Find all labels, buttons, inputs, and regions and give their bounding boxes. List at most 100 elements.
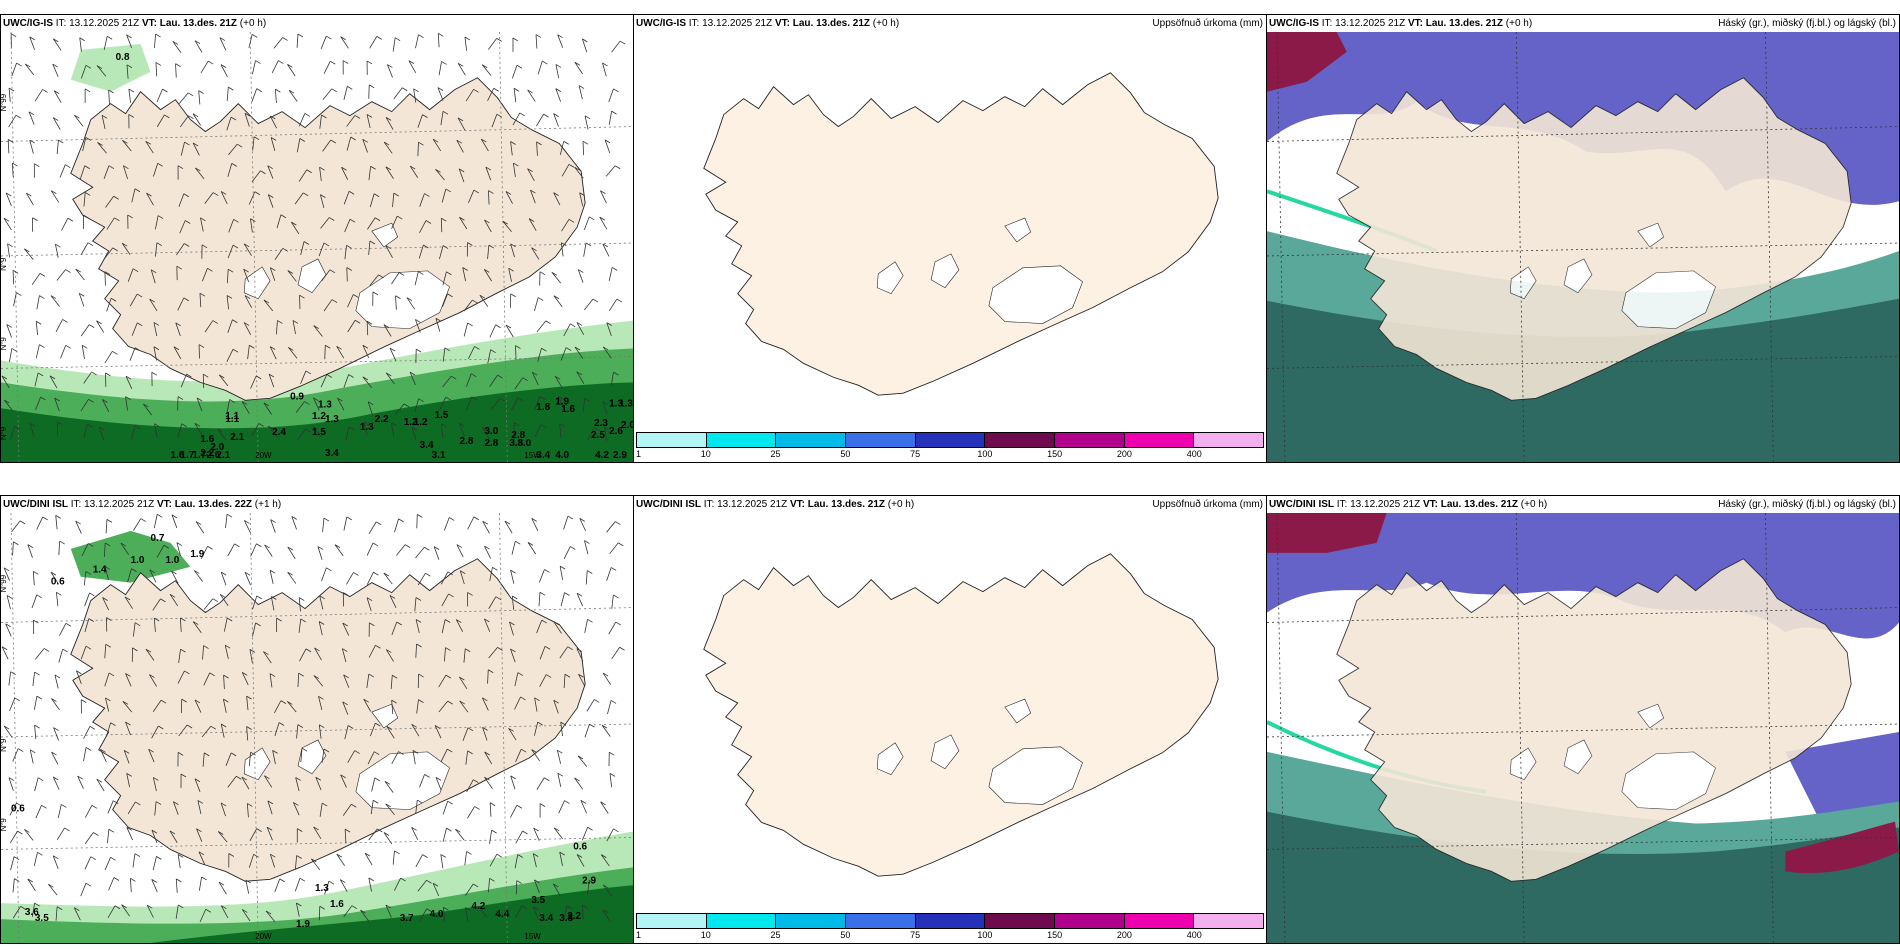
- wind-barb: [466, 396, 472, 411]
- wind-barb-flag: [203, 645, 209, 649]
- wind-barb-flag: [40, 396, 46, 401]
- wind-barb-flag: [234, 543, 240, 548]
- wind-barb: [265, 910, 276, 923]
- wind-barb-flag: [108, 165, 115, 170]
- wind-barb-flag: [113, 195, 119, 200]
- wind-barb-flag: [231, 163, 237, 167]
- wind-barb-flag: [521, 905, 528, 910]
- wind-barb-flag: [346, 267, 352, 271]
- wind-barb: [553, 113, 559, 127]
- wind-barb-flag: [570, 323, 576, 328]
- wind-barb-flag: [459, 216, 465, 221]
- wind-barb-flag: [341, 166, 347, 171]
- wind-barb-flag: [527, 168, 533, 172]
- red-cloud-area: [1267, 513, 1387, 553]
- wind-barb-flag: [318, 621, 325, 625]
- wind-barb: [581, 827, 589, 841]
- wind-barb: [467, 346, 475, 360]
- wind-barb: [269, 115, 277, 129]
- wind-barb: [220, 723, 225, 738]
- precip-value-label: 0.9: [290, 391, 304, 402]
- wind-barb-flag: [465, 907, 471, 911]
- wind-barb-flag: [563, 140, 569, 145]
- wind-barb-flag: [340, 879, 346, 883]
- wind-barb: [244, 295, 253, 309]
- wind-barb-flag: [589, 216, 595, 221]
- wind-barb: [172, 801, 179, 815]
- wind-barb: [294, 192, 304, 205]
- wind-barb-flag: [51, 698, 57, 702]
- wind-barb: [510, 805, 518, 818]
- wind-barb-flag: [537, 721, 543, 726]
- wind-barb: [8, 777, 14, 791]
- wind-barb-flag: [418, 398, 424, 403]
- wind-barb-flag: [435, 169, 441, 173]
- legend-swatch: [846, 914, 916, 928]
- wind-barb: [36, 516, 44, 530]
- wind-barb-flag: [256, 595, 262, 600]
- wind-barb-flag: [496, 38, 502, 42]
- wind-barb-flag: [153, 777, 159, 781]
- wind-barb: [192, 113, 202, 126]
- legend-tick-label: 150: [1047, 930, 1063, 940]
- wind-barb-flag: [156, 856, 162, 860]
- wind-barb: [362, 139, 368, 153]
- precip-value-label: 3.5: [35, 913, 49, 924]
- wind-barb: [84, 805, 93, 818]
- wind-barb: [7, 139, 10, 154]
- wind-barb: [368, 645, 376, 658]
- wind-barb-flag: [599, 216, 605, 221]
- iceland-landmass: [70, 558, 586, 882]
- wind-barb: [24, 63, 35, 76]
- wind-barb-flag: [220, 64, 227, 68]
- wind-barb-flag: [122, 139, 128, 144]
- wind-barb-flag: [418, 141, 424, 146]
- wind-barb-flag: [91, 804, 98, 809]
- wind-barb: [587, 880, 590, 895]
- wind-barb-flag: [268, 425, 274, 430]
- wind-barb-flag: [578, 85, 585, 89]
- precip-value-label: 0.6: [51, 577, 65, 588]
- wind-barb-flag: [393, 192, 399, 197]
- precip-value-label: 3.1: [432, 450, 446, 461]
- wind-barb-flag: [444, 619, 451, 623]
- wind-barb: [344, 829, 347, 843]
- wind-barb: [3, 725, 13, 738]
- wind-barb: [250, 218, 253, 233]
- wind-barb-flag: [16, 62, 22, 67]
- wind-barb: [220, 191, 228, 205]
- wind-barb: [508, 268, 512, 282]
- wind-barb-flag: [186, 724, 193, 729]
- wind-barb: [228, 143, 238, 156]
- glacier-outline: [1509, 266, 1537, 300]
- wind-barb-flag: [169, 593, 176, 598]
- iceland-landmass: [703, 72, 1219, 396]
- wind-barb: [287, 546, 296, 560]
- wind-barb: [464, 36, 468, 51]
- wind-barb-flag: [192, 113, 199, 118]
- wind-barb: [9, 830, 18, 844]
- wind-barb-flag: [488, 190, 494, 194]
- wind-barb-flag: [228, 86, 234, 91]
- wind-barb-flag: [434, 725, 441, 729]
- wind-barb-flag: [445, 396, 451, 401]
- wind-barb-flag: [348, 374, 354, 378]
- wind-barb-flag: [555, 88, 562, 92]
- wind-barb: [176, 243, 185, 256]
- wind-barb-flag: [582, 904, 588, 909]
- wind-barb-flag: [76, 670, 82, 675]
- wind-barb: [455, 619, 464, 633]
- wind-barb: [295, 777, 300, 792]
- wind-barb-flag: [88, 618, 95, 622]
- wind-barb-flag: [75, 268, 81, 273]
- wind-barb-flag: [53, 855, 59, 860]
- wind-barb: [535, 34, 538, 49]
- wind-barb: [455, 828, 465, 841]
- wind-barb-flag: [287, 270, 293, 274]
- wind-barb: [179, 617, 182, 632]
- iceland-landmass: [1336, 77, 1852, 401]
- wind-barb-flag: [489, 877, 495, 882]
- wind-barb-flag: [441, 217, 447, 222]
- wind-barb-flag: [287, 64, 293, 68]
- wind-barb: [600, 801, 609, 814]
